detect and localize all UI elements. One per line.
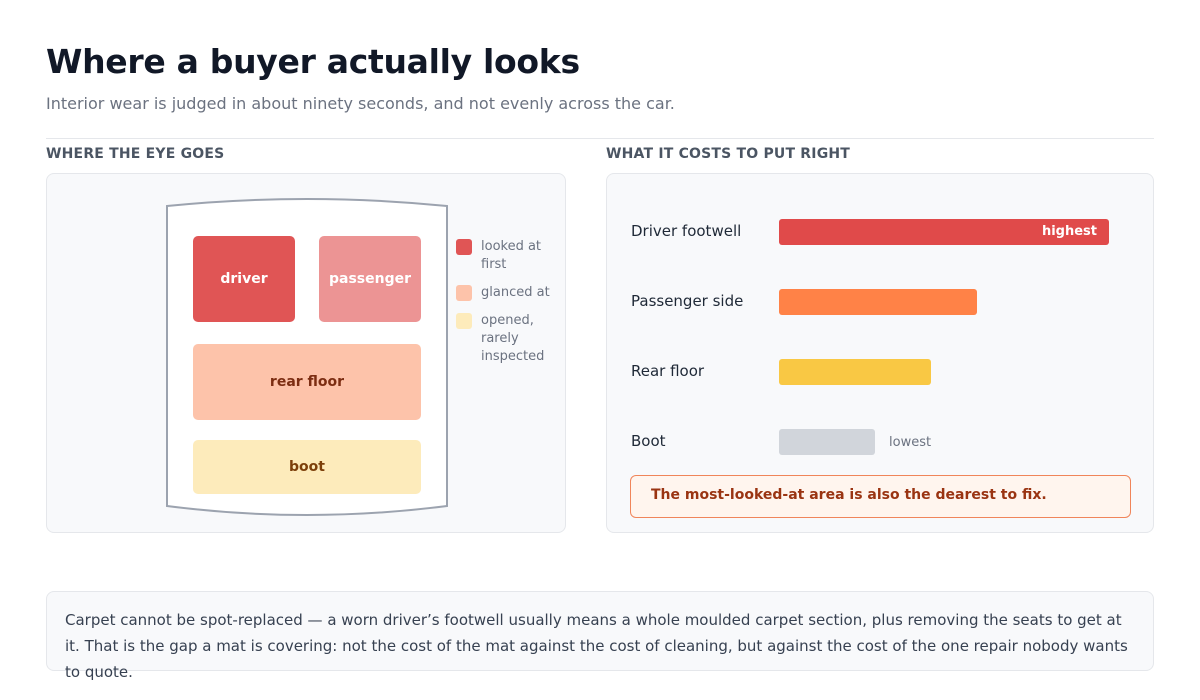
bar: highest [779, 219, 1109, 245]
page-subtitle: Interior wear is judged in about ninety … [46, 94, 675, 113]
legend-label: opened, rarely inspected [481, 313, 545, 364]
left-section-label: WHERE THE EYE GOES [46, 146, 225, 162]
zone-legend: looked at first glanced at opened, rarel… [456, 238, 568, 376]
bar-annotation: lowest [889, 435, 932, 450]
zone-rear-floor: rear floor [193, 344, 421, 420]
legend-swatch [456, 313, 472, 329]
bar-category-label: Rear floor [631, 362, 705, 380]
bar-row: Passenger side [607, 289, 1153, 315]
bar-row: Rear floor [607, 359, 1153, 385]
zone-passenger: passenger [319, 236, 421, 322]
bar-annotation: highest [1041, 224, 1097, 239]
bar [779, 289, 977, 315]
bar-row: Driver footwell highest [607, 219, 1153, 245]
legend-label: glanced at [481, 285, 550, 300]
bar [779, 359, 931, 385]
zone-driver: driver [193, 236, 295, 322]
page-title: Where a buyer actually looks [46, 42, 580, 81]
bar-row: Boot lowest [607, 429, 1153, 455]
right-section-label: WHAT IT COSTS TO PUT RIGHT [606, 146, 851, 162]
bar-category-label: Boot [631, 432, 666, 450]
car-map-panel: driver passenger rear floor boot looked … [46, 173, 566, 533]
bar [779, 429, 875, 455]
legend-swatch [456, 239, 472, 255]
legend-swatch [456, 285, 472, 301]
legend-label: looked at first [481, 239, 542, 272]
legend-item-looked-at-first: looked at first [456, 238, 568, 274]
header-divider [46, 138, 1154, 139]
callout-box: The most-looked-at area is also the dear… [630, 475, 1131, 518]
legend-item-rarely-inspected: opened, rarely inspected [456, 312, 568, 366]
bar-category-label: Passenger side [631, 292, 744, 310]
zone-boot: boot [193, 440, 421, 494]
repair-cost-panel: Driver footwell highest Passenger side Rear… [606, 173, 1154, 533]
legend-item-glanced-at: glanced at [456, 284, 568, 302]
footnote-box: Carpet cannot be spot-replaced — a worn … [46, 591, 1154, 681]
bar-category-label: Driver footwell [631, 222, 742, 240]
